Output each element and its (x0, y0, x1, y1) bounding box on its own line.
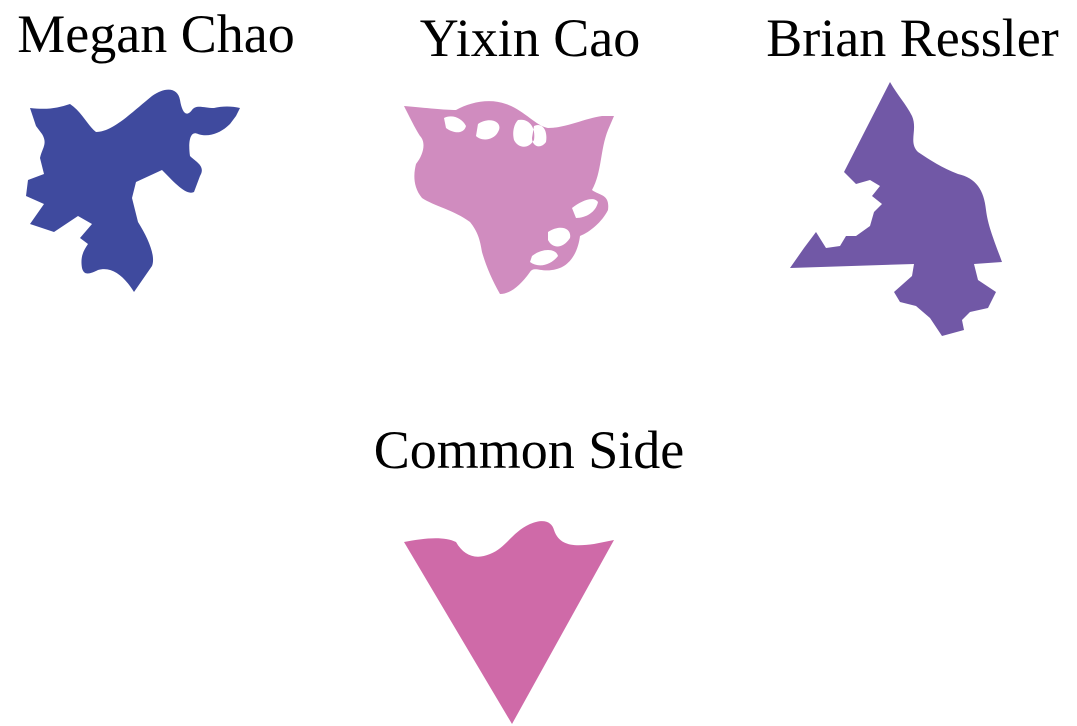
label-megan-chao: Megan Chao (17, 4, 295, 64)
brian-ressler-shape (790, 82, 1002, 336)
common-side-shape (404, 521, 614, 724)
label-common-side: Common Side (373, 420, 685, 480)
label-brian-ressler: Brian Ressler (766, 8, 1059, 68)
yixin-cao-shape (404, 101, 614, 294)
label-yixin-cao: Yixin Cao (419, 8, 641, 68)
megan-chao-shape (26, 89, 240, 292)
